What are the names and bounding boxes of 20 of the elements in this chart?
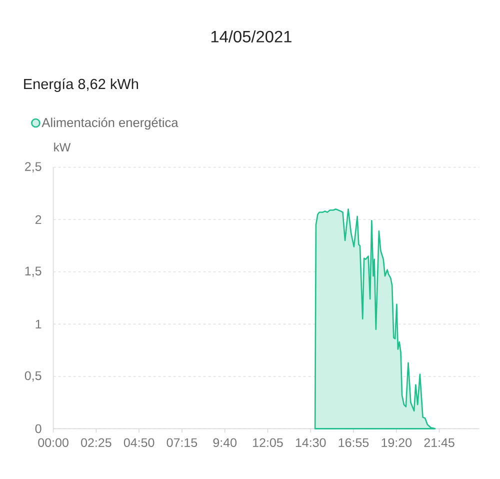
- x-tick-label: 19:20: [382, 438, 412, 448]
- x-tick-label: 02:25: [81, 438, 112, 448]
- y-axis-title: kW: [54, 142, 71, 152]
- x-tick-label: 16:55: [338, 438, 369, 448]
- x-tick-label: 14:30: [296, 438, 326, 448]
- chart-subtitle: Energía 8,62 kWh: [24, 78, 138, 92]
- y-tick-label: 0,5: [24, 371, 42, 382]
- y-tick-label: 2: [35, 215, 42, 224]
- y-tick-label: 0: [35, 424, 42, 434]
- chart-title: 14/05/2021: [211, 30, 292, 42]
- x-tick-label: 21:45: [424, 438, 454, 448]
- legend-label: Alimentación energética: [42, 118, 178, 130]
- x-tick-label: 12:05: [253, 438, 283, 448]
- x-tick-label: 00:00: [38, 438, 68, 448]
- x-tick-label: 9:40: [213, 438, 237, 448]
- x-tick-label: 04:50: [124, 438, 154, 448]
- y-tick-label: 1,5: [25, 266, 42, 277]
- x-tick-label: 07:15: [166, 438, 198, 448]
- y-tick-label: 2,5: [25, 162, 42, 172]
- y-tick-label: 1: [36, 320, 42, 328]
